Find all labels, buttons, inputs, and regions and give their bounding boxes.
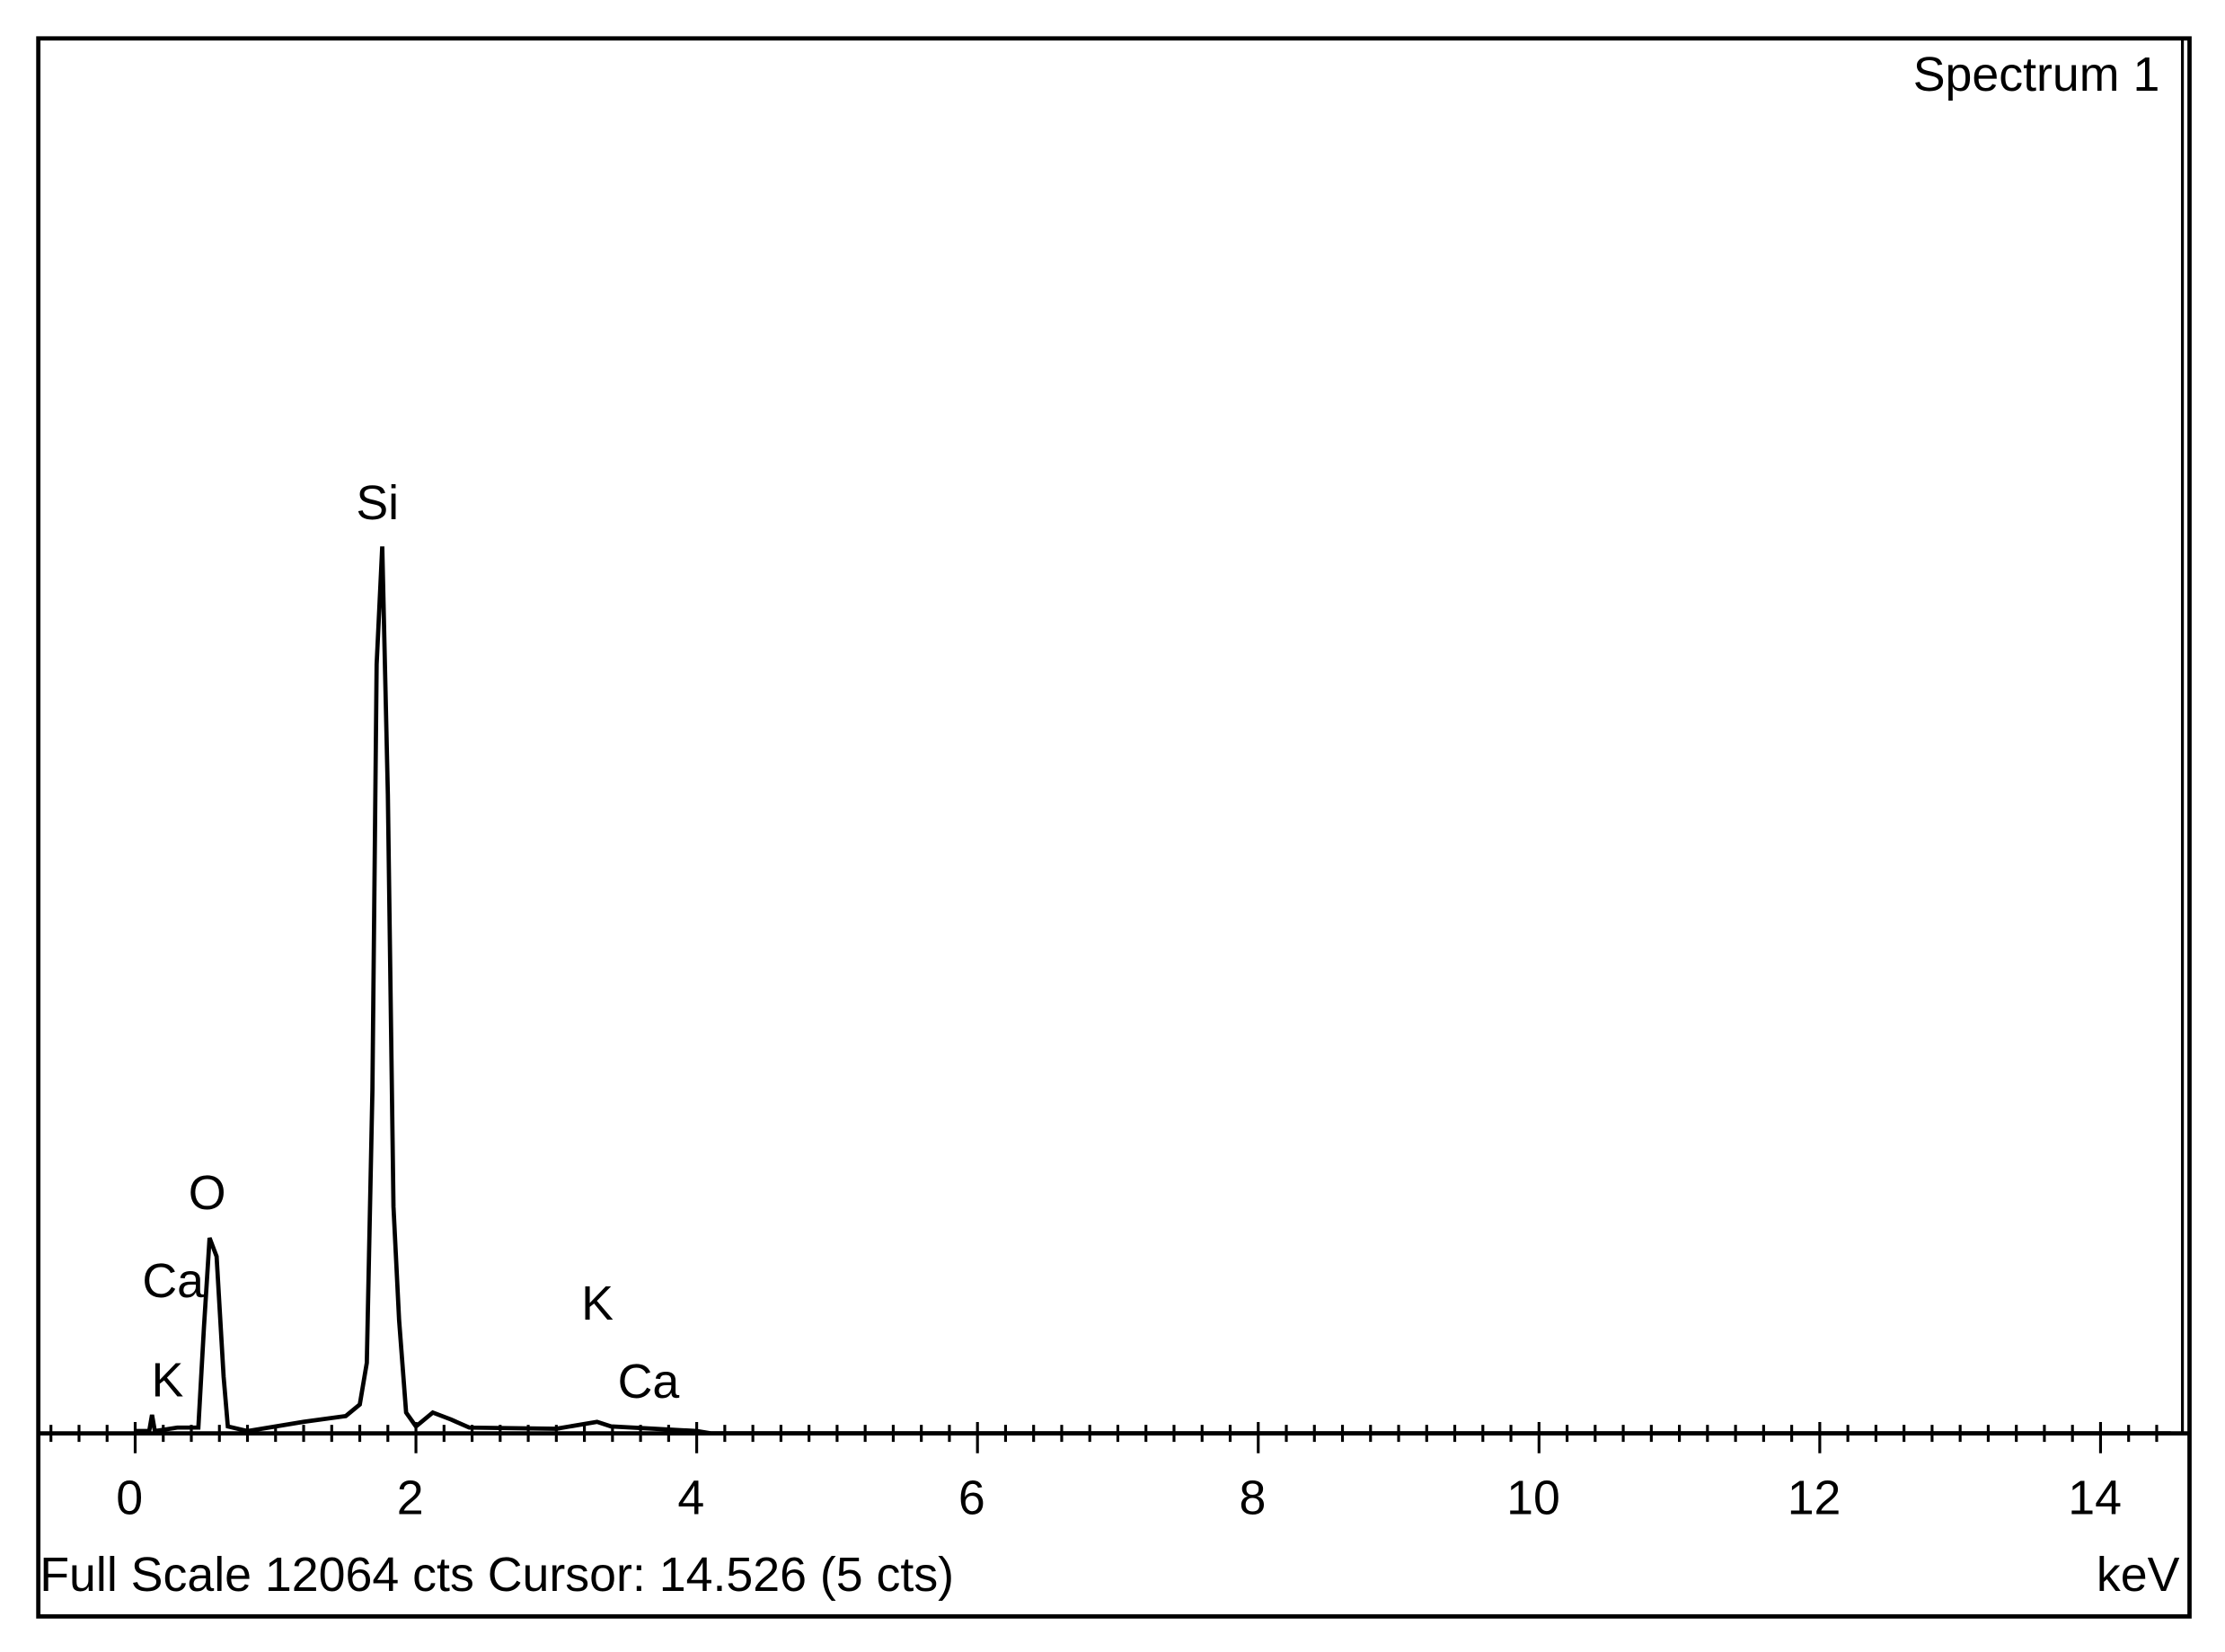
x-tick-label: 4 (677, 1471, 704, 1525)
peak-label: K (581, 1277, 614, 1330)
footer-status: Full Scale 12064 cts Cursor: 14.526 (5 c… (40, 1548, 954, 1602)
peak-label: Ca (618, 1355, 680, 1409)
x-tick-label: 14 (2068, 1471, 2122, 1525)
peak-label: Si (356, 476, 399, 530)
frame (36, 36, 2192, 1619)
x-tick-label: 8 (1239, 1471, 1266, 1525)
spectrum-line (135, 546, 2171, 1436)
x-tick-label: 10 (1506, 1471, 1560, 1525)
x-tick-label: 12 (1788, 1471, 1841, 1525)
x-axis-label: keV (2097, 1548, 2180, 1602)
peak-label: K (151, 1354, 183, 1408)
peak-label: O (189, 1166, 226, 1220)
chart-title: Spectrum 1 (1913, 48, 2160, 102)
peak-label: Ca (142, 1254, 204, 1308)
x-tick-label: 2 (397, 1471, 424, 1525)
x-tick-label: 0 (116, 1471, 143, 1525)
x-tick-label: 6 (958, 1471, 985, 1525)
